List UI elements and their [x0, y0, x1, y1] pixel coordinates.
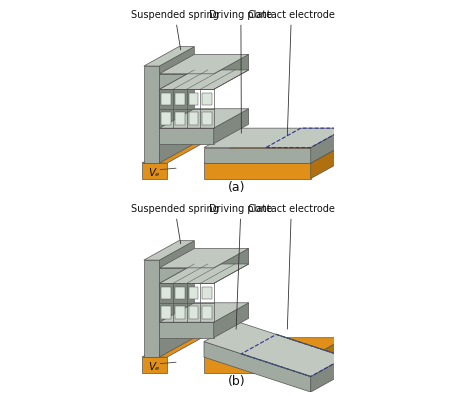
- Text: Driving plate: Driving plate: [209, 10, 273, 133]
- Polygon shape: [204, 338, 346, 357]
- Polygon shape: [204, 357, 311, 373]
- Polygon shape: [189, 93, 198, 105]
- Polygon shape: [159, 47, 194, 163]
- Polygon shape: [311, 144, 346, 179]
- Polygon shape: [159, 128, 214, 144]
- Polygon shape: [204, 148, 311, 163]
- Polygon shape: [162, 112, 171, 125]
- Polygon shape: [159, 268, 214, 284]
- Polygon shape: [142, 163, 167, 179]
- Text: Vₑ: Vₑ: [148, 362, 159, 372]
- Polygon shape: [159, 264, 249, 284]
- Text: Driving plate: Driving plate: [209, 204, 273, 329]
- Text: (b): (b): [228, 375, 246, 388]
- Polygon shape: [189, 112, 198, 125]
- Polygon shape: [144, 241, 194, 260]
- Text: Suspended spring: Suspended spring: [131, 10, 219, 50]
- Polygon shape: [175, 112, 184, 125]
- Polygon shape: [159, 109, 249, 128]
- Polygon shape: [204, 163, 311, 179]
- Polygon shape: [159, 54, 249, 74]
- Polygon shape: [204, 322, 346, 377]
- Polygon shape: [175, 287, 184, 299]
- Polygon shape: [144, 66, 159, 163]
- Text: Suspended spring: Suspended spring: [131, 204, 219, 244]
- Polygon shape: [159, 70, 249, 89]
- Polygon shape: [159, 303, 249, 322]
- Polygon shape: [162, 287, 171, 299]
- Polygon shape: [202, 93, 212, 105]
- Polygon shape: [204, 128, 346, 148]
- Polygon shape: [311, 128, 346, 163]
- Text: Vₑ: Vₑ: [148, 168, 159, 178]
- Polygon shape: [214, 248, 249, 284]
- Polygon shape: [189, 306, 198, 319]
- Text: (a): (a): [228, 181, 246, 194]
- Polygon shape: [159, 248, 249, 268]
- Polygon shape: [311, 338, 346, 373]
- Polygon shape: [142, 144, 202, 163]
- Polygon shape: [214, 54, 249, 89]
- Polygon shape: [214, 109, 249, 144]
- Polygon shape: [159, 322, 214, 338]
- Polygon shape: [204, 342, 311, 392]
- Text: Contact electrode: Contact electrode: [248, 204, 335, 329]
- Polygon shape: [159, 74, 214, 89]
- Polygon shape: [144, 47, 194, 66]
- Polygon shape: [162, 93, 171, 105]
- Polygon shape: [202, 306, 212, 319]
- Polygon shape: [144, 260, 159, 357]
- Polygon shape: [142, 338, 202, 357]
- Polygon shape: [202, 112, 212, 125]
- Polygon shape: [175, 93, 184, 105]
- Polygon shape: [202, 287, 212, 299]
- Polygon shape: [162, 306, 171, 319]
- Polygon shape: [214, 303, 249, 338]
- Polygon shape: [159, 241, 194, 357]
- Polygon shape: [189, 287, 198, 299]
- Polygon shape: [142, 357, 167, 373]
- Polygon shape: [311, 357, 346, 392]
- Polygon shape: [175, 306, 184, 319]
- Polygon shape: [204, 144, 346, 163]
- Text: Contact electrode: Contact electrode: [248, 10, 335, 135]
